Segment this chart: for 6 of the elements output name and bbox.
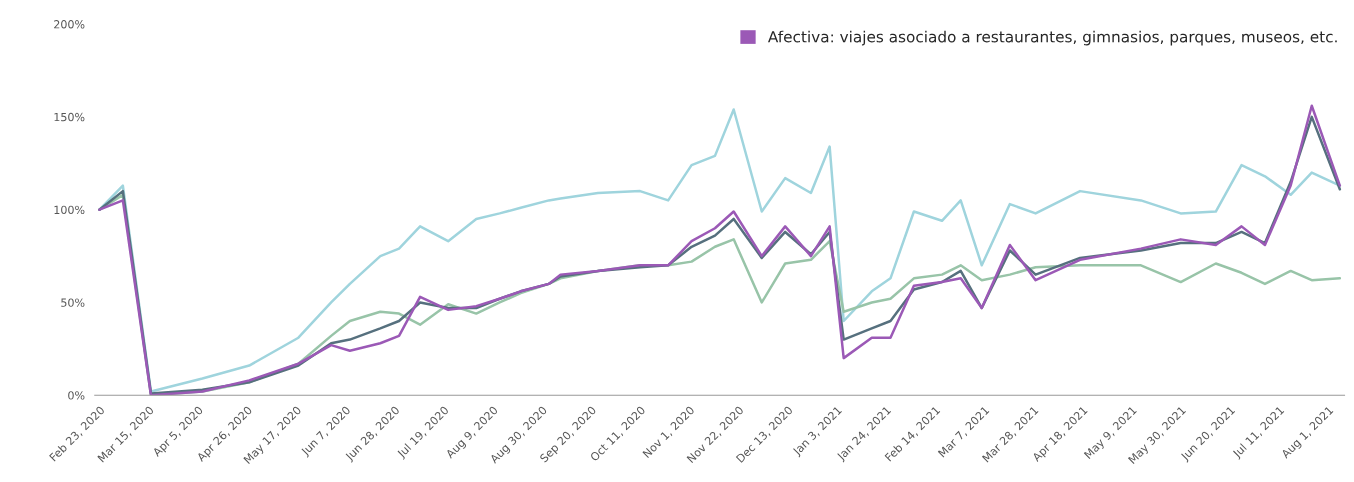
- y-tick-label: 100%: [54, 205, 85, 215]
- y-tick-label: 200%: [54, 20, 85, 29]
- y-tick-label: 50%: [61, 298, 85, 307]
- y-tick-label: 150%: [54, 112, 85, 122]
- legend-label: Afectiva: viajes asociado a restaurantes, gimnasios, parques, museos, etc.: [767, 30, 1337, 46]
- y-tick-label: 0%: [68, 391, 85, 400]
